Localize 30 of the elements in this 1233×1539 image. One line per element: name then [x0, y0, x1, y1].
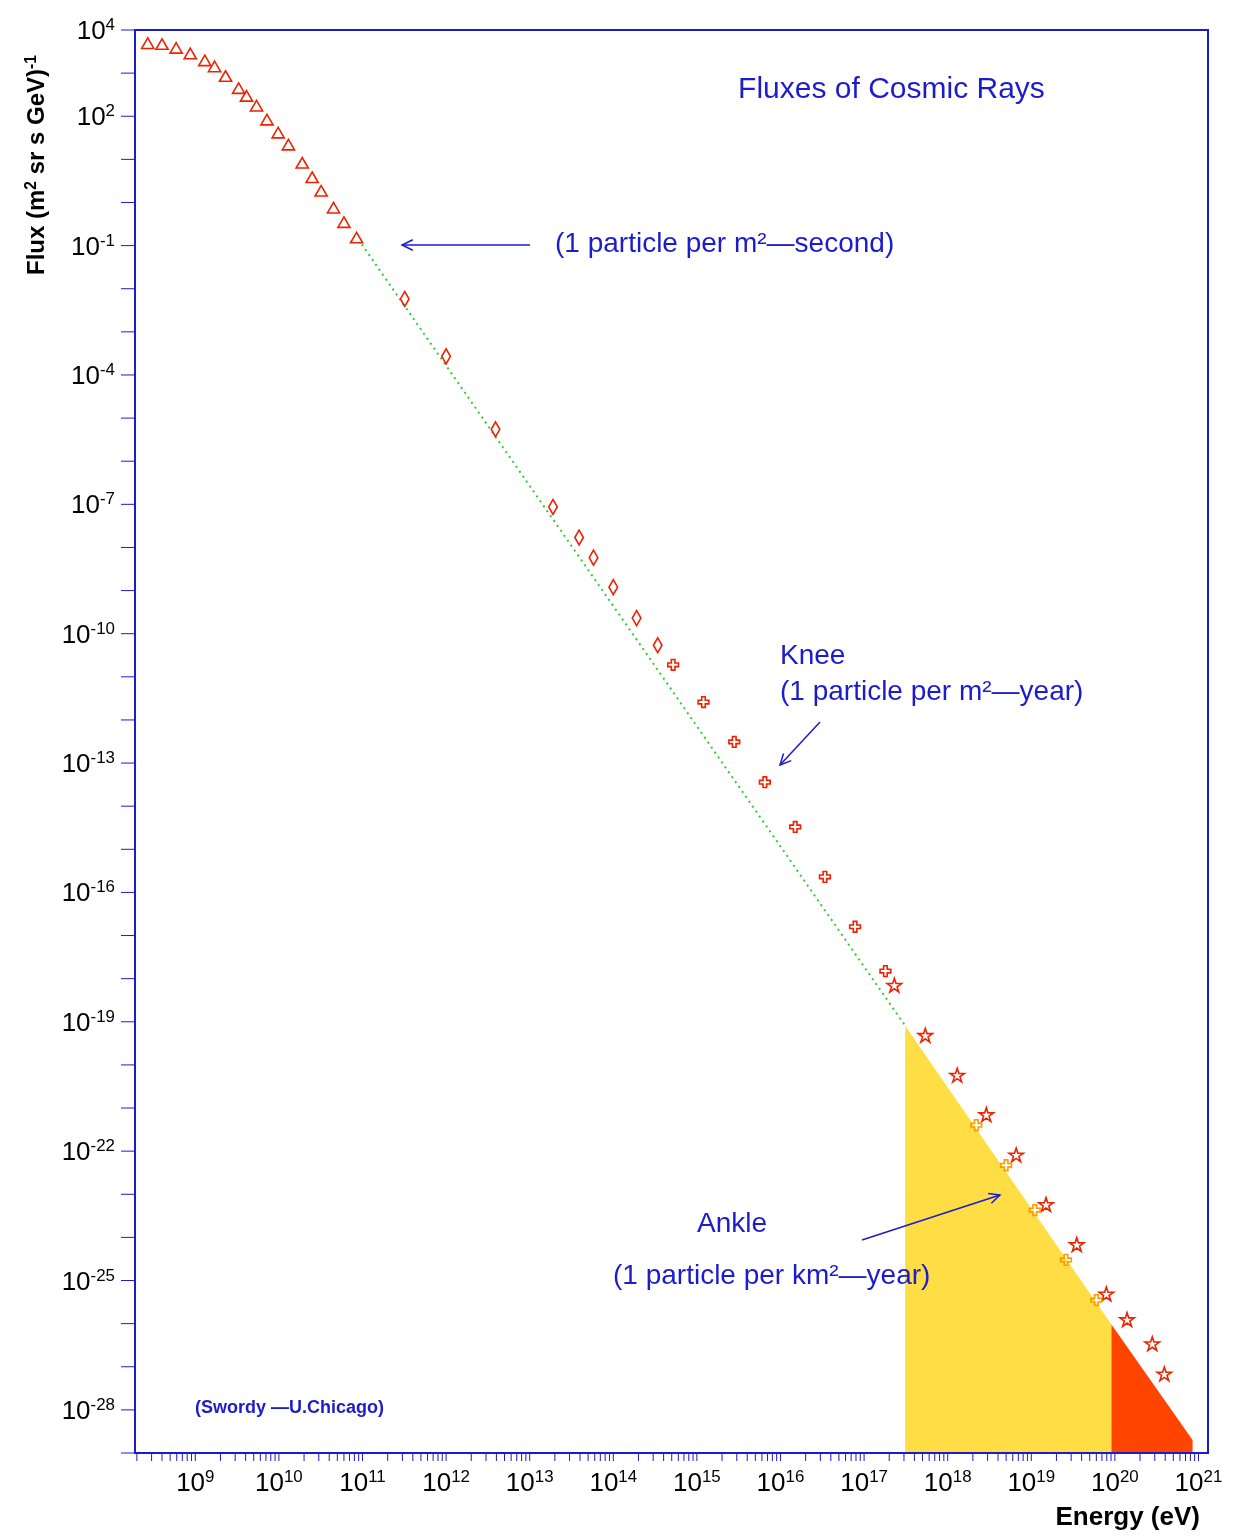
x-tick-label: 10$^{21}$: [1174, 1466, 1223, 1497]
y-tick-label: 10$^{2}$: [76, 100, 115, 132]
y-tick-label: 10$^{-28}$: [61, 1394, 115, 1425]
y-tick-label: 10$^{-10}$: [61, 618, 115, 649]
x-tick-label: 10$^{17}$: [840, 1466, 888, 1497]
annotation: (Swordy —U.Chicago): [195, 1397, 385, 1417]
annotation: Knee (1 particle per m²—year): [780, 639, 1084, 707]
x-tick-label: 10$^{14}$: [589, 1466, 638, 1497]
x-tick-label: 10$^{13}$: [505, 1466, 554, 1497]
y-tick-label: 10$^{4}$: [76, 14, 115, 45]
y-tick-label: 10$^{-19}$: [61, 1006, 115, 1037]
x-tick-label: 10$^{9}$: [176, 1466, 215, 1497]
x-tick-label: 10$^{20}$: [1091, 1466, 1139, 1497]
x-tick-label: 10$^{19}$: [1007, 1466, 1056, 1497]
annotation: (1 particle per m²—second): [555, 227, 895, 259]
y-tick-label: 10$^{-16}$: [61, 876, 115, 908]
y-tick-label: 10$^{-4}$: [71, 359, 115, 390]
x-tick-label: 10$^{18}$: [923, 1466, 972, 1497]
x-tick-label: 10$^{15}$: [673, 1466, 721, 1497]
y-tick-label: 10$^{-25}$: [61, 1265, 115, 1296]
y-tick-label: 10$^{-13}$: [61, 747, 115, 779]
x-tick-label: 10$^{10}$: [255, 1466, 303, 1497]
y-tick-label: 10$^{-22}$: [61, 1135, 115, 1167]
y-tick-label: 10$^{-1}$: [71, 230, 115, 261]
x-tick-label: 10$^{16}$: [756, 1466, 805, 1497]
x-tick-label: 10$^{12}$: [422, 1466, 470, 1497]
x-tick-label: 10$^{11}$: [339, 1466, 386, 1497]
y-tick-label: 10$^{-7}$: [71, 488, 115, 520]
text: Fluxes of Cosmic Rays: [738, 71, 1045, 104]
x-axis-title: Energy (eV): [1055, 1501, 1200, 1531]
